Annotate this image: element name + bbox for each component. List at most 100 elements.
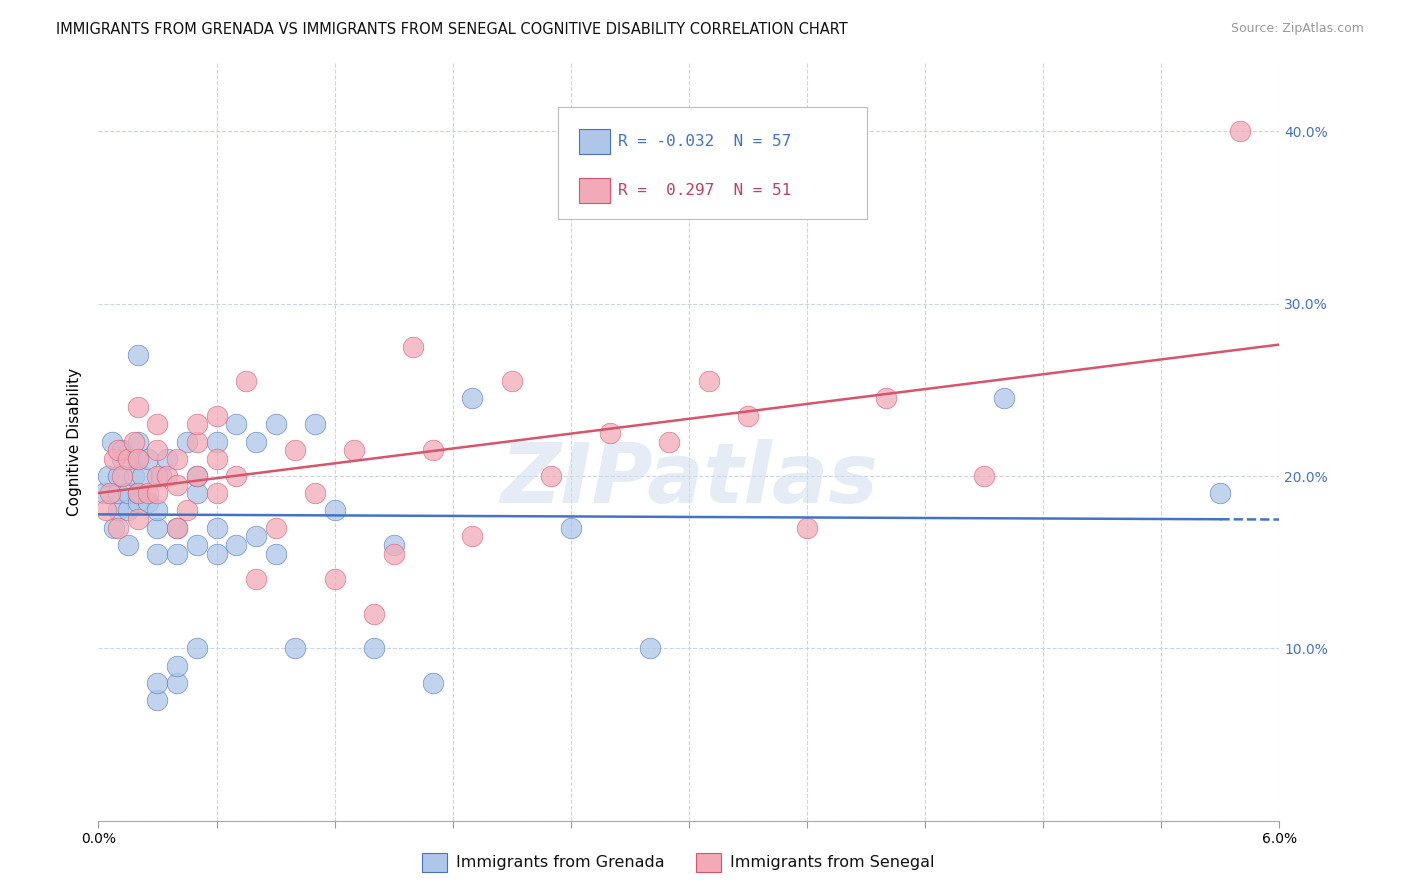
Point <box>127 486 149 500</box>
Point <box>96 503 118 517</box>
Point <box>127 486 149 500</box>
Point <box>107 486 129 500</box>
Point <box>156 451 179 466</box>
Point <box>107 443 129 458</box>
Text: Immigrants from Senegal: Immigrants from Senegal <box>730 855 934 870</box>
Point <box>186 434 208 449</box>
Point <box>382 538 405 552</box>
Point <box>107 469 129 483</box>
Point <box>205 434 228 449</box>
Point <box>993 392 1015 406</box>
Point <box>166 547 188 561</box>
Point <box>98 486 121 500</box>
Point <box>461 392 484 406</box>
Point <box>127 348 149 362</box>
Point <box>382 547 405 561</box>
Point <box>176 434 198 449</box>
Point <box>402 340 425 354</box>
Point <box>166 658 188 673</box>
Point <box>245 573 267 587</box>
Point <box>111 443 134 458</box>
Point <box>166 451 188 466</box>
Point <box>146 521 169 535</box>
Point <box>166 521 188 535</box>
Point <box>363 641 385 656</box>
Point <box>363 607 385 621</box>
Point <box>101 434 124 449</box>
Point <box>796 521 818 535</box>
Point <box>245 434 267 449</box>
Point <box>117 486 139 500</box>
Point <box>205 409 228 423</box>
Point <box>131 469 153 483</box>
Point <box>122 469 145 483</box>
Point <box>284 443 307 458</box>
Point <box>737 409 759 423</box>
Point <box>225 417 247 432</box>
Point <box>186 469 208 483</box>
Point <box>304 417 326 432</box>
Text: Source: ZipAtlas.com: Source: ZipAtlas.com <box>1230 22 1364 36</box>
Text: Immigrants from Grenada: Immigrants from Grenada <box>456 855 664 870</box>
Point <box>186 538 208 552</box>
Point <box>304 486 326 500</box>
Point <box>136 495 159 509</box>
Point <box>658 434 681 449</box>
Point <box>127 400 149 414</box>
Point <box>225 538 247 552</box>
Point <box>107 503 129 517</box>
Point <box>323 573 346 587</box>
Point <box>127 451 149 466</box>
Text: ZIPatlas: ZIPatlas <box>501 439 877 520</box>
Point <box>205 521 228 535</box>
Point <box>205 451 228 466</box>
Point <box>245 529 267 543</box>
Point <box>117 538 139 552</box>
Point <box>136 451 159 466</box>
Y-axis label: Cognitive Disability: Cognitive Disability <box>67 368 83 516</box>
Point <box>127 495 149 509</box>
Point <box>103 521 125 535</box>
Point <box>540 469 562 483</box>
Point <box>973 469 995 483</box>
Point <box>107 521 129 535</box>
Point <box>186 417 208 432</box>
Point <box>111 469 134 483</box>
Point <box>284 641 307 656</box>
Point <box>146 675 169 690</box>
Point <box>117 451 139 466</box>
Point <box>205 486 228 500</box>
Point <box>146 469 169 483</box>
Point <box>146 693 169 707</box>
Point <box>97 469 120 483</box>
Point <box>117 503 139 517</box>
Point <box>111 451 134 466</box>
Point <box>264 547 287 561</box>
Point <box>264 417 287 432</box>
Point <box>156 469 179 483</box>
Point <box>422 675 444 690</box>
Point <box>1229 124 1251 138</box>
Point <box>235 374 257 388</box>
Point <box>166 521 188 535</box>
Point <box>166 675 188 690</box>
Point <box>186 641 208 656</box>
Point <box>461 529 484 543</box>
Point <box>1209 486 1232 500</box>
Point <box>422 443 444 458</box>
Text: R = -0.032  N = 57: R = -0.032 N = 57 <box>619 135 792 149</box>
Point <box>501 374 523 388</box>
Point <box>875 392 897 406</box>
Point <box>127 451 149 466</box>
Point <box>146 443 169 458</box>
Point <box>122 434 145 449</box>
Point <box>127 434 149 449</box>
Point <box>136 486 159 500</box>
Point <box>103 451 125 466</box>
Point <box>150 469 173 483</box>
Point <box>225 469 247 483</box>
Point <box>638 641 661 656</box>
Point <box>264 521 287 535</box>
Point <box>343 443 366 458</box>
Point <box>186 469 208 483</box>
